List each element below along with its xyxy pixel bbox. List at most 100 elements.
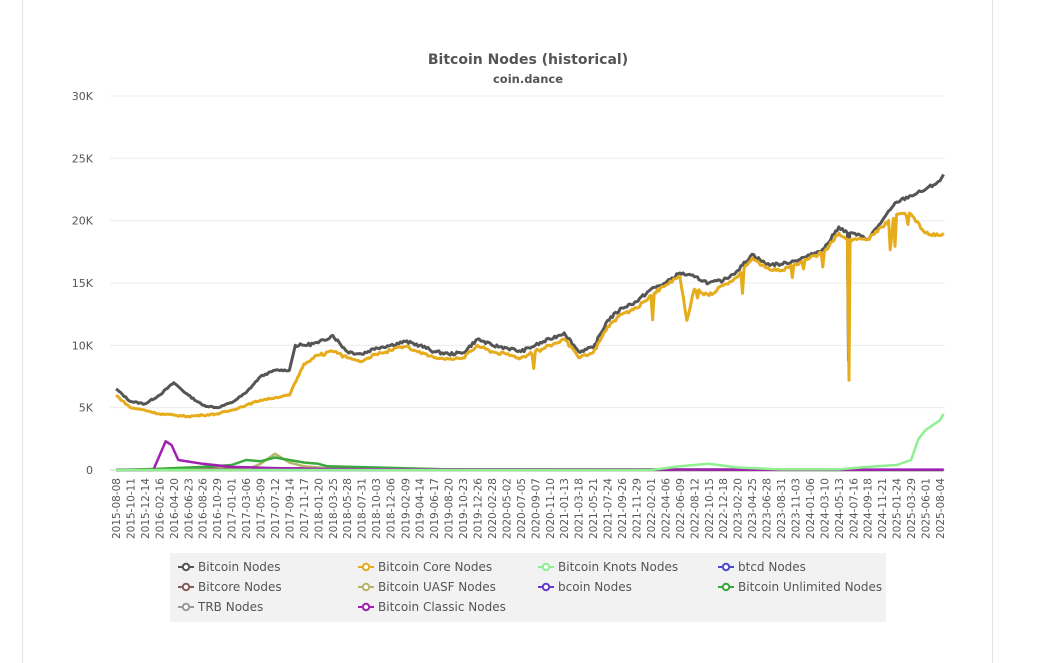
legend-label: Bitcoin Core Nodes [378,560,493,574]
legend-marker-icon [178,562,194,572]
x-tick-label: 2015-08-08 [111,478,123,539]
y-tick-label: 30K [72,90,94,103]
x-tick-label: 2023-04-25 [747,478,759,539]
x-tick-label: 2022-12-18 [718,478,730,539]
x-tick-label: 2015-12-14 [140,478,152,539]
legend-item-bitcoin-classic-nodes[interactable]: Bitcoin Classic Nodes [350,597,530,617]
page-border-left [22,0,23,663]
y-tick-label: 25K [72,152,94,165]
x-tick-label: 2024-11-21 [877,478,889,539]
page-border-right [992,0,993,663]
legend-item-trb-nodes[interactable]: TRB Nodes [170,597,350,617]
x-tick-label: 2024-01-06 [805,478,817,539]
legend-marker-icon [358,582,374,592]
x-tick-label: 2016-04-20 [169,478,181,539]
legend-label: Bitcoin Unlimited Nodes [738,580,883,594]
x-tick-label: 2018-01-20 [313,478,325,539]
x-tick-label: 2017-01-01 [227,478,239,539]
x-tick-label: 2022-10-15 [704,478,716,539]
legend-item-bitcoin-unlimited-nodes[interactable]: Bitcoin Unlimited Nodes [710,577,886,597]
x-tick-label: 2018-12-06 [386,478,398,539]
y-tick-label: 20K [72,215,94,228]
series-line-bitcoin-nodes [115,173,945,410]
x-tick-label: 2019-12-26 [473,478,485,539]
x-tick-label: 2020-11-10 [545,478,557,539]
x-tick-label: 2021-09-26 [617,478,629,539]
x-tick-label: 2025-08-04 [935,478,947,539]
x-tick-label: 2021-11-29 [632,478,644,539]
y-tick-label: 5K [79,402,94,415]
legend-marker-icon [178,582,194,592]
x-tick-label: 2018-07-31 [357,478,369,539]
x-tick-label: 2016-06-23 [183,478,195,539]
x-tick-label: 2016-02-16 [154,478,166,539]
x-tick-label: 2016-08-26 [198,478,210,539]
x-tick-label: 2018-10-03 [371,478,383,539]
series-line-bitcoin-knots-nodes [116,413,945,472]
x-tick-label: 2023-11-03 [790,478,802,539]
legend-item-bcoin-nodes[interactable]: bcoin Nodes [530,577,710,597]
series-line-bitcoin-core-nodes [115,211,945,419]
x-tick-label: 2025-01-24 [892,478,904,539]
legend-item-bitcore-nodes[interactable]: Bitcore Nodes [170,577,350,597]
legend-label: btcd Nodes [738,560,806,574]
x-tick-label: 2022-04-06 [660,478,672,539]
legend-item-btcd-nodes[interactable]: btcd Nodes [710,557,886,577]
x-tick-label: 2020-07-05 [516,478,528,539]
legend-item-bitcoin-uasf-nodes[interactable]: Bitcoin UASF Nodes [350,577,530,597]
x-tick-label: 2023-06-28 [762,478,774,539]
x-tick-label: 2018-03-25 [328,478,340,539]
x-tick-label: 2019-10-23 [458,478,470,539]
legend-label: Bitcoin Nodes [198,560,281,574]
x-tick-label: 2017-09-14 [284,478,296,539]
legend-item-bitcoin-core-nodes[interactable]: Bitcoin Core Nodes [350,557,530,577]
x-tick-label: 2017-07-12 [270,478,282,539]
x-tick-label: 2025-03-29 [906,478,918,539]
x-tick-label: 2022-02-01 [646,478,658,539]
x-tick-label: 2017-03-06 [241,478,253,539]
series-line-bitcoin-classic-nodes [116,440,944,472]
x-tick-label: 2020-09-07 [530,478,542,539]
legend-marker-icon [718,562,734,572]
x-tick-label: 2025-06-01 [921,478,933,539]
chart-subtitle: coin.dance [493,72,563,86]
x-tick-label: 2021-05-21 [588,478,600,539]
y-tick-label: 15K [72,277,94,290]
x-tick-label: 2016-10-29 [212,478,224,539]
x-tick-label: 2018-05-28 [342,478,354,539]
legend-marker-icon [538,562,554,572]
x-tick-label: 2021-07-24 [603,478,615,539]
legend: Bitcoin Nodes Bitcoin Core Nodes Bitcoin K… [170,553,886,622]
x-tick-label: 2023-08-31 [776,478,788,539]
x-tick-label: 2024-07-16 [848,478,860,539]
legend-label: Bitcoin Knots Nodes [558,560,679,574]
legend-item-bitcoin-nodes[interactable]: Bitcoin Nodes [170,557,350,577]
legend-marker-icon [358,602,374,612]
x-tick-label: 2019-06-17 [429,478,441,539]
legend-label: Bitcoin UASF Nodes [378,580,496,594]
x-tick-label: 2023-02-20 [733,478,745,539]
legend-label: bcoin Nodes [558,580,632,594]
x-tick-label: 2021-03-18 [574,478,586,539]
x-tick-label: 2022-08-12 [689,478,701,539]
legend-label: Bitcoin Classic Nodes [378,600,506,614]
x-tick-label: 2020-02-28 [487,478,499,539]
series-line-bitcoin-unlimited-nodes [115,456,944,472]
y-tick-label: 10K [72,339,94,352]
x-tick-label: 2024-05-13 [834,478,846,539]
x-tick-label: 2019-04-14 [415,478,427,539]
x-tick-label: 2017-05-09 [256,478,268,539]
legend-label: TRB Nodes [198,600,264,614]
x-tick-label: 2017-11-17 [299,478,311,539]
x-tick-label: 2024-09-18 [863,478,875,539]
legend-item-bitcoin-knots-nodes[interactable]: Bitcoin Knots Nodes [530,557,710,577]
x-tick-label: 2019-08-20 [444,478,456,539]
x-tick-label: 2024-03-10 [819,478,831,539]
x-tick-label: 2020-05-02 [501,478,513,539]
chart-title: Bitcoin Nodes (historical) [428,52,628,68]
x-tick-label: 2015-10-11 [125,478,137,539]
x-tick-label: 2021-01-13 [559,478,571,539]
legend-marker-icon [718,582,734,592]
y-tick-label: 0 [86,464,93,477]
